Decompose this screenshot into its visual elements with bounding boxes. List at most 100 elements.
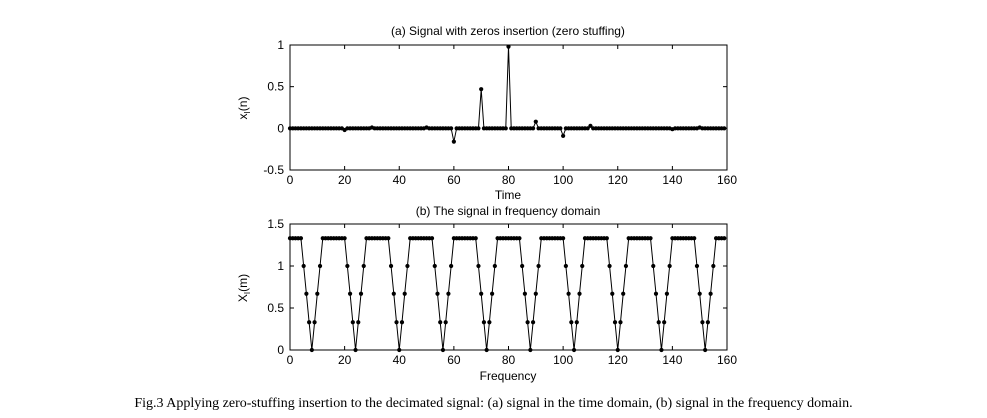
data-point — [440, 347, 446, 353]
data-point — [522, 291, 527, 296]
series-markers — [287, 236, 727, 353]
data-point — [615, 347, 620, 353]
data-point — [536, 263, 541, 269]
data-point — [435, 291, 440, 296]
data-point — [708, 291, 713, 296]
chart-title: (a) Signal with zeros insertion (zero st… — [391, 24, 625, 38]
data-point — [309, 347, 314, 353]
x-tick-label: 80 — [502, 173, 516, 187]
x-tick-label: 80 — [502, 353, 516, 367]
x-tick-label: 60 — [447, 173, 461, 187]
data-point — [533, 291, 538, 296]
data-point — [490, 291, 495, 296]
data-point — [386, 236, 391, 241]
y-axis-label: XI(m) — [236, 274, 252, 302]
data-point — [429, 236, 435, 241]
data-point — [402, 291, 407, 296]
data-point — [722, 126, 727, 131]
x-tick-label: 40 — [393, 173, 407, 187]
data-point — [561, 236, 566, 241]
data-point — [711, 263, 716, 269]
data-point — [438, 320, 443, 325]
data-point — [449, 126, 454, 131]
x-tick-label: 160 — [717, 353, 737, 367]
data-point — [356, 320, 361, 325]
x-tick-label: 0 — [287, 173, 294, 187]
data-point — [399, 320, 405, 325]
y-axis-label-tail: (m) — [236, 274, 250, 292]
data-point — [446, 291, 451, 296]
data-point — [722, 236, 727, 241]
data-point — [492, 263, 497, 269]
data-point — [350, 320, 355, 325]
data-point — [517, 236, 522, 241]
data-point — [571, 347, 577, 353]
plot-frame — [289, 44, 728, 171]
data-point — [694, 263, 700, 269]
data-point — [623, 263, 629, 269]
x-tick-label: 100 — [553, 173, 573, 187]
data-point — [651, 263, 656, 269]
panel-frequency-domain: (b) The signal in frequency domain 0 20 40… — [236, 204, 737, 383]
data-point — [563, 263, 568, 269]
x-tick-label: 140 — [662, 353, 682, 367]
data-point — [577, 291, 582, 296]
axis-ticks — [289, 223, 728, 351]
data-point — [432, 263, 437, 269]
y-axis-label-tail: (n) — [236, 97, 250, 112]
data-point — [607, 263, 612, 269]
x-tick-label: 120 — [608, 353, 628, 367]
data-point — [566, 291, 571, 296]
data-point — [585, 126, 590, 131]
y-tick-label: 0.5 — [267, 301, 284, 315]
data-point — [342, 236, 347, 241]
data-point — [648, 236, 653, 241]
x-tick-label: 160 — [717, 173, 737, 187]
data-point — [520, 263, 525, 269]
data-point — [345, 263, 350, 269]
data-point — [443, 320, 448, 325]
x-tick-labels: 0 20 40 60 80 100 120 140 160 — [287, 353, 738, 367]
data-point — [506, 44, 511, 49]
data-point — [307, 320, 312, 325]
y-tick-labels: -0.5 0 0.5 1 — [263, 38, 284, 177]
data-point — [662, 320, 667, 325]
data-point — [525, 320, 530, 325]
data-point — [558, 126, 563, 131]
data-point — [604, 236, 609, 241]
data-point — [612, 320, 618, 325]
y-tick-label: 1.5 — [267, 217, 284, 231]
data-point — [503, 126, 508, 131]
x-tick-label: 20 — [338, 173, 352, 187]
y-tick-label: 0 — [277, 343, 284, 357]
data-point — [301, 263, 306, 269]
x-tick-label: 0 — [287, 353, 294, 367]
data-point — [317, 263, 323, 269]
data-point — [358, 291, 364, 296]
x-tick-label: 140 — [662, 173, 682, 187]
data-point — [580, 263, 585, 269]
data-point — [394, 320, 399, 325]
data-point — [476, 126, 481, 131]
y-tick-label: 1 — [277, 259, 284, 273]
y-axis-label-main: x — [236, 113, 250, 119]
data-point — [528, 347, 533, 353]
x-tick-label: 60 — [447, 353, 461, 367]
data-point — [588, 123, 593, 128]
axis-ticks — [289, 44, 728, 171]
panel-time-domain: (a) Signal with zeros insertion (zero st… — [236, 24, 737, 202]
x-tick-label: 40 — [393, 353, 407, 367]
data-point — [484, 347, 489, 353]
data-point — [479, 291, 484, 296]
data-point — [700, 320, 705, 325]
data-point — [481, 320, 487, 325]
y-tick-label: 0 — [277, 121, 284, 135]
data-point — [451, 139, 456, 144]
series-markers — [287, 44, 727, 144]
data-point — [610, 291, 615, 296]
data-point — [664, 291, 670, 296]
series-line — [290, 237, 725, 351]
y-axis-label: xI(n) — [236, 97, 252, 120]
data-point — [304, 291, 309, 296]
